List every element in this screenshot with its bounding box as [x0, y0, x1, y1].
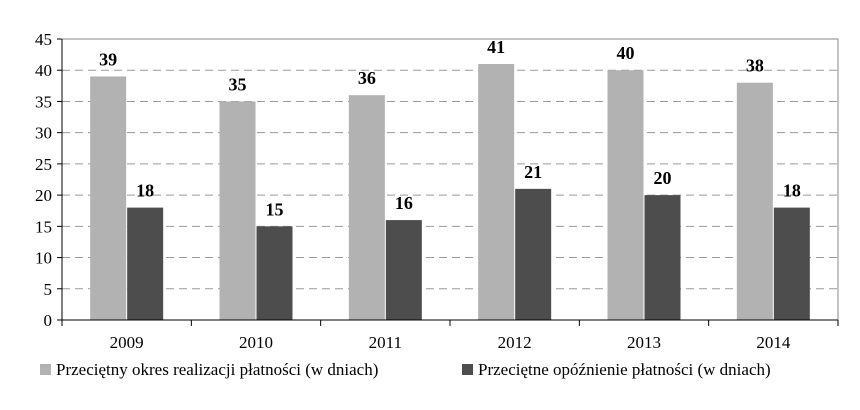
bar-series-1-2014 — [736, 82, 773, 320]
y-tick-label-35: 35 — [35, 92, 52, 111]
data-label-series-1-2011: 36 — [358, 68, 376, 88]
legend-label-series-1: Przeciętny okres realizacji płatności (w… — [56, 360, 378, 379]
legend: Przeciętny okres realizacji płatności (w… — [40, 360, 771, 379]
data-label-series-1-2013: 40 — [617, 43, 635, 63]
bar-series-2-2013 — [644, 195, 681, 320]
data-label-series-2-2010: 15 — [266, 199, 284, 219]
legend-label-series-2: Przeciętne opóźnienie płatności (w dniac… — [478, 360, 771, 379]
bars-group — [90, 63, 810, 320]
y-tick-label-45: 45 — [35, 30, 52, 49]
bar-series-2-2014 — [773, 207, 810, 320]
y-tick-label-5: 5 — [44, 280, 53, 299]
data-label-series-2-2013: 20 — [654, 168, 672, 188]
data-label-series-1-2014: 38 — [746, 56, 764, 76]
y-tick-label-0: 0 — [44, 311, 53, 330]
data-label-series-2-2014: 18 — [783, 181, 801, 201]
bar-series-2-2010 — [256, 226, 293, 320]
bar-series-1-2012 — [478, 63, 515, 320]
x-tick-label-2014: 2014 — [756, 333, 791, 352]
bar-series-2-2011 — [385, 220, 422, 320]
y-tick-label-30: 30 — [35, 124, 52, 143]
x-tick-label-2013: 2013 — [627, 333, 661, 352]
y-tick-label-40: 40 — [35, 61, 52, 80]
data-labels-group: 39 35 36 41 40 38 18 15 16 21 20 18 — [99, 37, 801, 219]
x-tick-label-2012: 2012 — [498, 333, 532, 352]
data-label-series-1-2009: 39 — [99, 49, 117, 69]
y-tick-label-15: 15 — [35, 217, 52, 236]
bar-series-1-2009 — [90, 76, 127, 320]
legend-swatch-series-2 — [462, 364, 473, 375]
bar-series-2-2012 — [515, 188, 552, 320]
data-label-series-1-2012: 41 — [487, 37, 505, 57]
data-label-series-2-2012: 21 — [524, 162, 542, 182]
gridlines — [62, 38, 838, 290]
y-tick-label-20: 20 — [35, 186, 52, 205]
bar-series-2-2009 — [127, 207, 164, 320]
y-tick-label-25: 25 — [35, 155, 52, 174]
x-tick-label-2009: 2009 — [110, 333, 144, 352]
data-label-series-1-2010: 35 — [229, 74, 247, 94]
data-label-series-2-2011: 16 — [395, 193, 413, 213]
data-label-series-2-2009: 18 — [136, 181, 154, 201]
bar-series-1-2010 — [219, 101, 256, 320]
plot-area-border — [61, 38, 839, 321]
bar-series-1-2011 — [348, 95, 385, 320]
bar-series-1-2013 — [607, 70, 644, 320]
y-tick-label-10: 10 — [35, 249, 52, 268]
axes-group: 0 5 10 15 20 25 30 35 40 45 2009 2010 2011 2012 2013 20… — [35, 30, 839, 352]
x-tick-label-2011: 2011 — [369, 333, 402, 352]
legend-swatch-series-1 — [40, 364, 51, 375]
x-tick-label-2010: 2010 — [239, 333, 273, 352]
